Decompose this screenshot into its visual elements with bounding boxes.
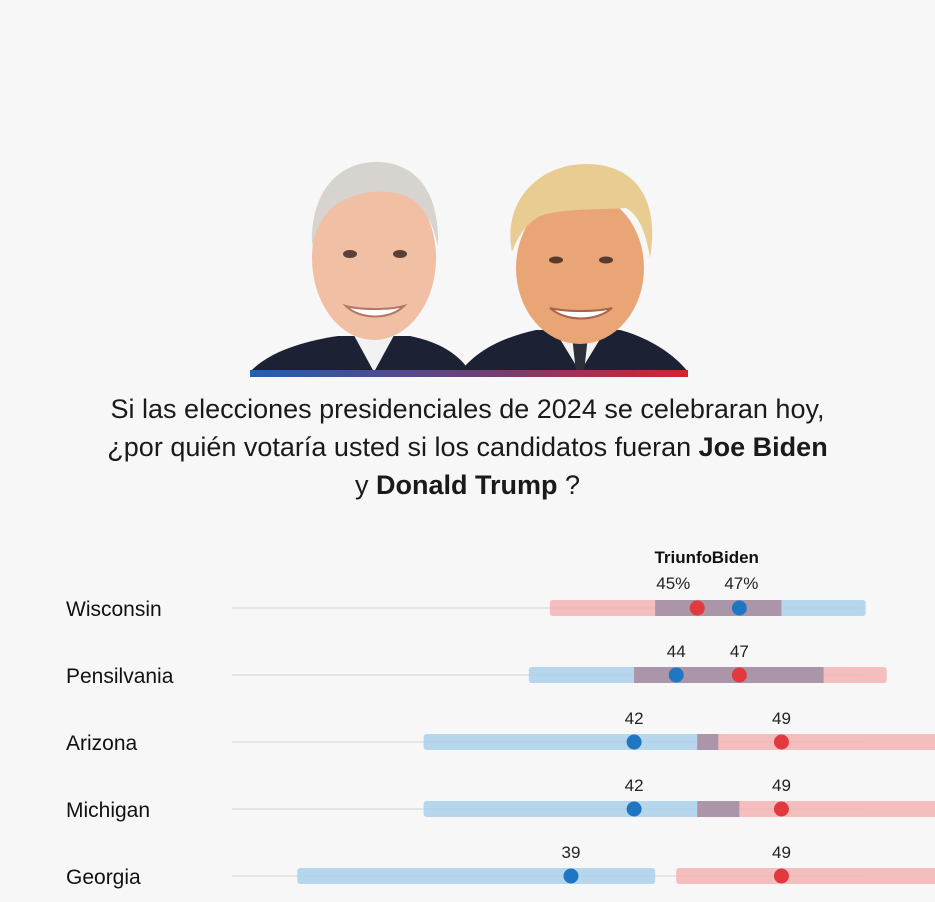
trump-range-band (697, 734, 935, 750)
polling-chart: Triunfo 45% Biden 47% Wisconsin Pensilvania 4… (66, 548, 935, 889)
biden-value-label: 44 (667, 642, 686, 661)
biden-point (731, 600, 747, 616)
biden-point (626, 801, 642, 817)
state-label: Georgia (66, 866, 141, 889)
biden-range-band (423, 801, 740, 817)
biden-range-band (297, 868, 656, 884)
overlap-band (697, 734, 719, 750)
trump-range-band (676, 868, 935, 884)
candidate-trump-name: Donald Trump (375, 470, 558, 500)
legend-triunfo-value: 45% (656, 574, 690, 593)
overlap-band (655, 600, 782, 616)
row-pensilvania: Pensilvania 44 47 (66, 642, 887, 688)
trump-point (731, 667, 747, 683)
trump-value-label: 49 (772, 843, 791, 862)
question-end: ? (557, 470, 581, 500)
trump-value-label: 49 (772, 776, 791, 795)
legend-triunfo-name: Triunfo (654, 548, 712, 567)
question-text: Si las elecciones presidenciales de 2024… (100, 390, 835, 504)
biden-portrait (250, 162, 470, 372)
candidates-portrait (250, 162, 688, 377)
state-label: Arizona (66, 732, 138, 755)
biden-value-label: 42 (625, 709, 644, 728)
trump-point (773, 868, 789, 884)
question-part1: Si las elecciones presidenciales de 2024… (107, 394, 825, 462)
overlap-band (634, 667, 824, 683)
trump-point (773, 801, 789, 817)
candidate-biden-name: Joe Biden (698, 432, 828, 462)
trump-value-label: 47 (730, 642, 749, 661)
portrait-underline (250, 370, 688, 377)
row-michigan: Michigan 42 49 (66, 776, 935, 822)
state-label: Pensilvania (66, 665, 174, 688)
trump-point (689, 600, 705, 616)
row-georgia: Georgia 39 49 (66, 843, 935, 889)
trump-range-band (697, 801, 935, 817)
biden-point (626, 734, 642, 750)
question-connector: y (354, 470, 376, 500)
row-wisconsin: Wisconsin (66, 598, 866, 621)
trump-value-label: 49 (772, 709, 791, 728)
row-arizona: Arizona 42 49 (66, 709, 935, 755)
trump-point (773, 734, 789, 750)
biden-value-label: 39 (561, 843, 580, 862)
overlap-band (697, 801, 740, 817)
legend-biden-value: 47% (724, 574, 758, 593)
biden-point (563, 868, 579, 884)
state-label: Wisconsin (66, 598, 162, 621)
legend-biden-name: Biden (712, 548, 759, 567)
state-label: Michigan (66, 799, 150, 822)
biden-range-band (423, 734, 719, 750)
biden-value-label: 42 (625, 776, 644, 795)
biden-point (668, 667, 684, 683)
legend: Triunfo 45% Biden 47% (654, 548, 759, 593)
trump-portrait (460, 164, 688, 372)
